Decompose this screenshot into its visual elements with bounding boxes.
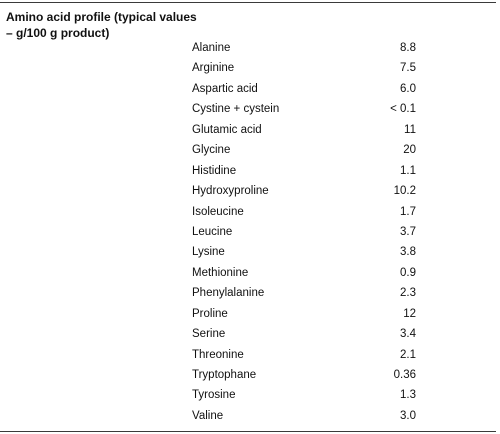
- amino-acid-name: Valine: [192, 409, 224, 422]
- table-bottom-rule: [0, 431, 496, 432]
- amino-acid-value: 10.2: [393, 185, 416, 198]
- table-row: Hydroxyproline 10.2: [0, 181, 500, 201]
- amino-acid-name: Isoleucine: [192, 205, 244, 218]
- amino-acid-value: 6.0: [400, 82, 416, 95]
- amino-acid-value: 11: [404, 123, 416, 136]
- amino-acid-name: Tyrosine: [192, 389, 236, 402]
- amino-acid-name: Tryptophane: [192, 369, 257, 381]
- table-row: Lysine 3.8: [0, 242, 500, 262]
- amino-acid-value: 2.1: [400, 348, 416, 361]
- table-row: Glycine 20: [0, 140, 500, 160]
- amino-acid-value: < 0.1: [390, 103, 416, 116]
- amino-acid-value: 0.9: [400, 266, 416, 279]
- amino-acid-name: Glutamic acid: [192, 123, 262, 136]
- amino-acid-value: 1.7: [400, 205, 416, 218]
- table-row: Leucine 3.7: [0, 222, 500, 242]
- amino-acid-name: Cystine + cystein: [192, 103, 280, 116]
- table-row: Methionine 0.9: [0, 263, 500, 283]
- amino-acid-value: 20: [403, 144, 416, 157]
- amino-acid-name: Proline: [192, 307, 228, 320]
- table-row: Threonine 2.1: [0, 345, 500, 365]
- table-header: Amino acid profile (typical values – g/1…: [6, 10, 197, 40]
- table-row: Glutamic acid 11: [0, 120, 500, 140]
- amino-acid-name: Leucine: [192, 225, 233, 238]
- amino-acid-table: Alanine 8.8 Arginine 7.5 Aspartic acid 6…: [0, 38, 500, 426]
- amino-acid-value: 1.1: [400, 164, 416, 177]
- amino-acid-value: 3.7: [400, 225, 416, 238]
- amino-acid-value: 8.8: [400, 42, 416, 54]
- table-top-rule: [0, 2, 496, 3]
- amino-acid-value: 0.36: [393, 369, 416, 381]
- amino-acid-name: Aspartic acid: [192, 82, 258, 95]
- amino-acid-name: Alanine: [192, 42, 231, 54]
- amino-acid-value: 7.5: [400, 62, 416, 75]
- table-row: Arginine 7.5: [0, 58, 500, 78]
- amino-acid-name: Hydroxyproline: [192, 185, 269, 198]
- table-row: Isoleucine 1.7: [0, 202, 500, 222]
- table-row: Valine 3.0: [0, 406, 500, 426]
- table-row: Serine 3.4: [0, 324, 500, 344]
- amino-acid-value: 12: [403, 307, 416, 320]
- amino-acid-name: Methionine: [192, 266, 249, 279]
- amino-acid-value: 2.3: [400, 287, 416, 300]
- amino-acid-name: Phenylalanine: [192, 287, 265, 300]
- table-row: Aspartic acid 6.0: [0, 79, 500, 99]
- amino-acid-value: 3.8: [400, 246, 416, 259]
- table-row: Phenylalanine 2.3: [0, 283, 500, 303]
- table-row: Proline 12: [0, 304, 500, 324]
- amino-acid-value: 3.4: [400, 328, 416, 341]
- amino-acid-name: Glycine: [192, 144, 231, 157]
- amino-acid-name: Lysine: [192, 246, 225, 259]
- amino-acid-value: 1.3: [400, 389, 416, 402]
- table-row: Cystine + cystein < 0.1: [0, 99, 500, 119]
- table-row: Tryptophane 0.36: [0, 365, 500, 385]
- amino-acid-name: Serine: [192, 328, 226, 341]
- table-row: Alanine 8.8: [0, 38, 500, 58]
- table-row: Histidine 1.1: [0, 161, 500, 181]
- amino-acid-name: Histidine: [192, 164, 237, 177]
- amino-acid-name: Threonine: [192, 348, 244, 361]
- amino-acid-value: 3.0: [400, 409, 416, 422]
- table-row: Tyrosine 1.3: [0, 385, 500, 405]
- amino-acid-name: Arginine: [192, 62, 235, 75]
